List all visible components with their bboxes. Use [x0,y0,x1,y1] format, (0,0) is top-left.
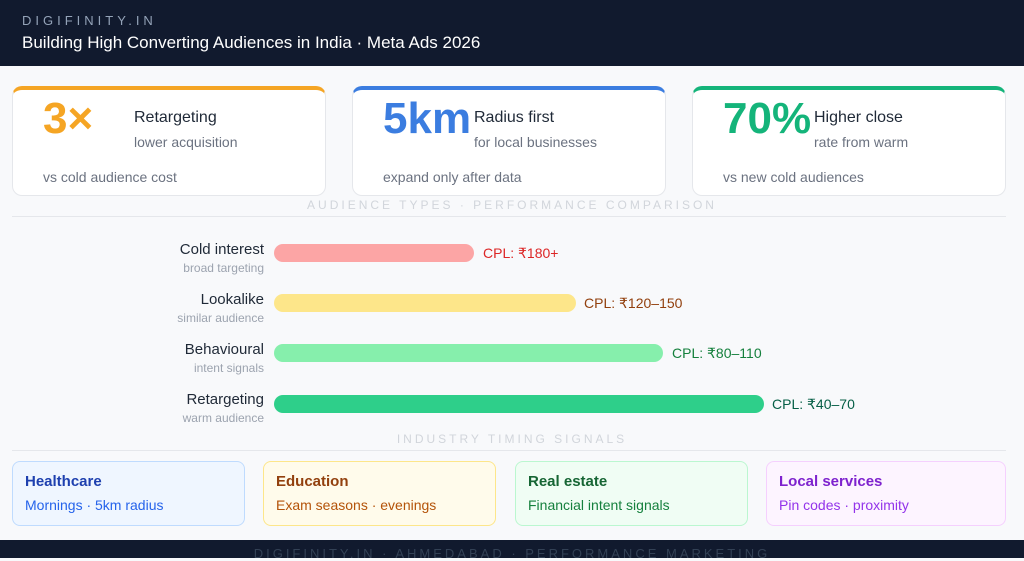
section-heading: AUDIENCE TYPES · PERFORMANCE COMPARISON [307,198,717,212]
stat-card: 70% Higher close rate from warm vs new c… [692,86,1006,196]
stat-caption: expand only after data [383,169,522,185]
row-name: Cold interest [179,241,264,258]
bar-label: CPL: ₹180+ [483,245,559,261]
row-sub: similar audience [177,311,264,325]
card-title: Real estate [528,473,608,490]
bar-label: CPL: ₹40–70 [772,396,855,412]
timing-card: Real estate Financial intent signals [515,461,748,526]
stat-sub: for local businesses [474,134,597,150]
footer: DIGIFINITY.IN · AHMEDABAD · PERFORMANCE … [0,540,1024,561]
timing-card: Education Exam seasons · evenings [263,461,496,526]
stat-big: 70% [723,94,812,143]
stat-title: Retargeting [134,109,217,126]
stat-big: 5km [383,94,472,143]
header: DIGIFINITY.IN Building High Converting A… [0,0,1024,66]
page-title: Building High Converting Audiences in In… [22,33,481,52]
row-name: Behavioural [184,341,264,358]
card-title: Education [276,473,349,490]
row-sub: intent signals [193,361,264,375]
bar-label: CPL: ₹80–110 [672,345,762,361]
divider [12,450,1006,451]
stat-sub: lower acquisition [134,134,238,150]
divider [12,216,1006,217]
stat-title: Higher close [814,109,903,126]
bar [274,344,663,362]
timing-card: Healthcare Mornings · 5km radius [12,461,245,526]
card-text: Mornings · 5km radius [25,497,164,513]
row-name: Retargeting [186,391,264,408]
row-sub: broad targeting [183,261,264,275]
card-text: Exam seasons · evenings [276,497,437,513]
section-heading: INDUSTRY TIMING SIGNALS [396,432,628,446]
bar [274,395,764,413]
stat-big: 3× [43,94,94,143]
card-text: Financial intent signals [528,497,670,513]
card-title: Healthcare [25,473,102,490]
stat-card: 3× Retargeting lower acquisition vs cold… [12,86,326,196]
card-title: Local services [779,473,883,490]
bar [274,294,576,312]
bar-label: CPL: ₹120–150 [584,295,683,311]
row-name: Lookalike [200,291,264,308]
card-text: Pin codes · proximity [779,497,909,513]
stat-caption: vs new cold audiences [723,169,864,185]
stat-sub: rate from warm [814,134,909,150]
bar [274,244,474,262]
timing-card: Local services Pin codes · proximity [766,461,1006,526]
stat-caption: vs cold audience cost [43,169,177,185]
stat-card: 5km Radius first for local businesses ex… [352,86,666,196]
brand: DIGIFINITY.IN [22,13,157,28]
stat-title: Radius first [474,109,555,126]
row-sub: warm audience [182,411,264,425]
